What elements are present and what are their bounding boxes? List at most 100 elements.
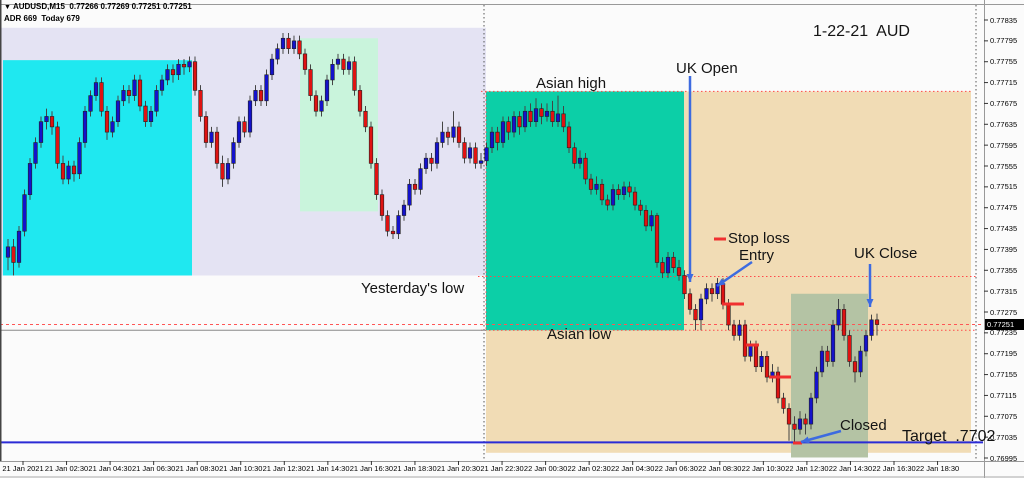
candle-body — [418, 168, 423, 190]
candle-body — [616, 189, 621, 195]
candle-body — [390, 230, 396, 235]
candle-body — [533, 108, 539, 122]
zone-prev-asian-session[interactable] — [3, 60, 192, 276]
candle-body — [627, 186, 632, 193]
candle-body — [478, 160, 484, 164]
price-axis-label: 0.77075 — [990, 411, 1018, 421]
candle-body — [121, 90, 126, 102]
candle-body — [594, 183, 599, 190]
candle-body — [803, 418, 808, 425]
candle-body — [429, 157, 434, 164]
candle-body — [330, 64, 335, 81]
price-axis-label: 0.77795 — [990, 36, 1018, 46]
time-axis-label: 21 Jan 20:30 — [436, 464, 481, 473]
candle-body — [544, 110, 550, 117]
candle-body — [814, 371, 819, 399]
candle-body — [764, 356, 770, 378]
candle-body — [797, 418, 803, 430]
candle-body — [555, 113, 561, 122]
candle-body — [335, 58, 341, 65]
time-axis-label: 21 Jan 16:30 — [349, 464, 394, 473]
candle-body — [170, 69, 176, 76]
candle-body — [88, 95, 93, 112]
time-axis-label: 22 Jan 14:30 — [828, 464, 873, 473]
candle-body — [825, 350, 830, 362]
candle-body — [726, 303, 731, 326]
candle-body — [676, 267, 682, 276]
candle-body — [49, 116, 55, 128]
annotation-uk-open: UK Open — [676, 60, 738, 77]
candle-body — [731, 324, 737, 336]
candle-body — [742, 324, 748, 357]
candle-body — [506, 121, 511, 133]
time-axis-label: 22 Jan 04:30 — [611, 464, 655, 473]
candle-body — [781, 397, 786, 409]
candle-body — [775, 371, 781, 399]
candle-body — [660, 262, 665, 274]
candle-body — [759, 356, 764, 368]
price-axis-label: 0.76995 — [990, 453, 1018, 463]
candle-body — [368, 126, 374, 164]
candle-body — [225, 163, 231, 180]
candle-body — [319, 100, 324, 112]
price-axis-label: 0.77115 — [990, 390, 1017, 400]
candle-body — [632, 191, 638, 206]
price-axis-label: 0.77035 — [990, 432, 1018, 442]
candle-body — [715, 283, 720, 295]
candle-body — [396, 215, 401, 235]
candle-body — [841, 309, 847, 336]
candle-body — [638, 204, 643, 211]
candle-body — [588, 178, 594, 190]
annotation-date: 1-22-21 AUD — [813, 23, 910, 40]
candle-body — [440, 131, 445, 143]
time-axis-label: 21 Jan 14:30 — [306, 464, 350, 473]
candle-body — [423, 157, 429, 169]
candle-body — [346, 61, 352, 70]
price-axis-label: 0.77355 — [990, 265, 1018, 275]
price-axis-label: 0.77155 — [990, 370, 1018, 380]
candle-body — [341, 58, 346, 70]
candle-body — [863, 335, 869, 352]
candle-body — [82, 110, 88, 143]
candle-body — [720, 283, 726, 305]
candle-body — [313, 95, 319, 112]
entry-arrow-head — [717, 278, 726, 286]
price-axis-label: 0.77595 — [990, 140, 1018, 150]
adr-indicator-line: ADR 669 Today 679 — [4, 14, 80, 23]
candle-body — [583, 157, 588, 180]
candle-body — [522, 110, 528, 128]
candle-body — [110, 121, 115, 133]
candle-body — [148, 110, 154, 122]
candle-body — [280, 37, 286, 49]
candle-body — [561, 113, 566, 128]
annotation-closed: Closed — [840, 417, 887, 434]
candle-body — [649, 215, 654, 227]
candle-body — [264, 74, 269, 102]
annotation-asian-high: Asian high — [536, 75, 607, 92]
time-axis-label: 21 Jan 02:30 — [44, 464, 89, 473]
candle-body — [209, 131, 214, 143]
price-axis-label: 0.77755 — [990, 57, 1018, 67]
candle-body — [275, 48, 280, 60]
candle-body — [302, 53, 308, 70]
candle-body — [5, 246, 11, 258]
annotation-stop-loss: Stop loss — [728, 230, 790, 247]
candle-body — [55, 126, 60, 164]
price-axis-label: 0.77395 — [990, 244, 1018, 254]
candle-body — [792, 423, 797, 430]
candle-body — [198, 90, 203, 117]
candle-body — [308, 69, 313, 96]
symbol-dropdown-icon[interactable]: ▼ — [4, 4, 11, 11]
candle-body — [473, 147, 478, 164]
candle-body — [434, 142, 440, 164]
time-axis-label: 21 Jan 18:30 — [393, 464, 437, 473]
candle-body — [572, 147, 577, 164]
candle-body — [187, 61, 192, 68]
price-axis-label: 0.77635 — [990, 119, 1018, 129]
uk-close-arrow-head — [866, 299, 874, 307]
candle-body — [401, 204, 407, 216]
candle-body — [819, 350, 825, 373]
candle-body — [847, 335, 852, 362]
candle-body — [605, 199, 610, 206]
